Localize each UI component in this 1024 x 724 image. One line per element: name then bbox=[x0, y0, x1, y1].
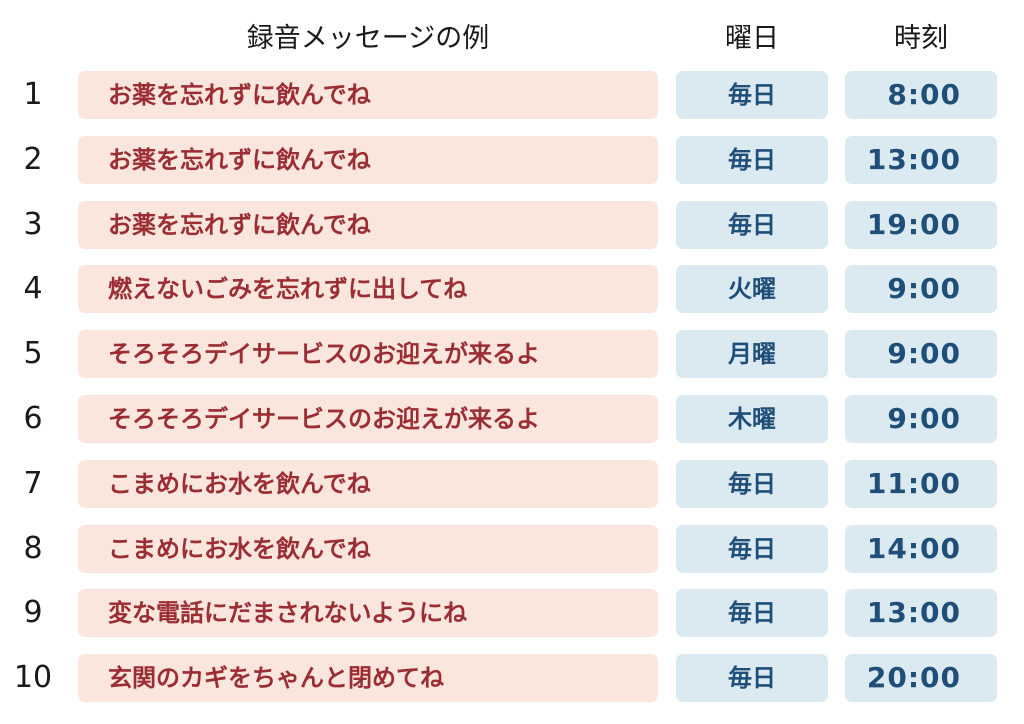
message-text: 燃えないごみを忘れずに出してね bbox=[108, 275, 468, 304]
message-text: お薬を忘れずに飲んでね bbox=[108, 81, 371, 109]
row-number: 10 bbox=[13, 660, 53, 696]
day-cell: 毎日 bbox=[676, 71, 828, 119]
message-cell: 玄関のカギをちゃんと閉めてね bbox=[78, 654, 658, 703]
message-cell: こまめにお水を飲んでね bbox=[78, 524, 658, 573]
row-number: 5 bbox=[23, 336, 43, 372]
day-cell: 毎日 bbox=[676, 589, 828, 638]
time-text: 19:00 bbox=[866, 207, 961, 241]
message-cell: 燃えないごみを忘れずに出してね bbox=[78, 265, 658, 314]
row-number: 9 bbox=[23, 595, 43, 631]
day-cell: 毎日 bbox=[676, 200, 828, 249]
time-cell: 19:00 bbox=[845, 200, 997, 249]
message-text: 玄関のカギをちゃんと閉めてね bbox=[108, 664, 444, 693]
row-number: 1 bbox=[23, 77, 43, 112]
message-text: お薬を忘れずに飲んでね bbox=[108, 210, 371, 239]
message-text: こまめにお水を飲んでね bbox=[108, 534, 371, 563]
message-cell: こまめにお水を飲んでね bbox=[78, 459, 658, 508]
time-cell: 8:00 bbox=[845, 71, 997, 119]
row-number: 8 bbox=[23, 530, 43, 566]
table-row: 9 変な電話にだまされないようにね 毎日 13:00 bbox=[0, 589, 1024, 638]
time-cell: 14:00 bbox=[845, 524, 997, 573]
time-text: 9:00 bbox=[887, 272, 961, 306]
time-cell: 9:00 bbox=[845, 330, 997, 379]
day-cell: 木曜 bbox=[676, 394, 828, 443]
time-text: 14:00 bbox=[866, 531, 961, 565]
time-text: 8:00 bbox=[887, 78, 961, 111]
day-cell: 毎日 bbox=[676, 459, 828, 508]
column-header-day: 曜日 bbox=[725, 23, 779, 54]
message-cell: お薬を忘れずに飲んでね bbox=[78, 200, 658, 249]
message-text: 変な電話にだまされないようにね bbox=[108, 599, 468, 628]
time-cell: 9:00 bbox=[845, 265, 997, 314]
day-cell: 火曜 bbox=[676, 265, 828, 314]
time-text: 20:00 bbox=[866, 661, 961, 695]
time-text: 11:00 bbox=[866, 466, 961, 500]
message-cell: お薬を忘れずに飲んでね bbox=[78, 71, 658, 119]
table-row: 8 こまめにお水を飲んでね 毎日 14:00 bbox=[0, 524, 1024, 573]
time-text: 13:00 bbox=[866, 142, 961, 176]
message-text: お薬を忘れずに飲んでね bbox=[108, 145, 371, 174]
table-row: 4 燃えないごみを忘れずに出してね 火曜 9:00 bbox=[0, 265, 1024, 314]
time-cell: 11:00 bbox=[845, 459, 997, 508]
table-row: 3 お薬を忘れずに飲んでね 毎日 19:00 bbox=[0, 200, 1024, 249]
row-number: 7 bbox=[23, 465, 43, 501]
time-text: 9:00 bbox=[887, 401, 961, 435]
time-cell: 13:00 bbox=[845, 135, 997, 184]
day-cell: 月曜 bbox=[676, 330, 828, 379]
day-cell: 毎日 bbox=[676, 135, 828, 184]
day-cell: 毎日 bbox=[676, 654, 828, 703]
table-header: 録音メッセージの例 曜日 時刻 bbox=[0, 0, 1024, 66]
message-text: そろそろデイサービスのお迎えが来るよ bbox=[108, 340, 540, 369]
row-number: 3 bbox=[23, 206, 43, 242]
row-number: 6 bbox=[23, 400, 43, 436]
time-cell: 20:00 bbox=[845, 654, 997, 703]
table-row: 1 お薬を忘れずに飲んでね 毎日 8:00 bbox=[0, 71, 1024, 119]
message-cell: 変な電話にだまされないようにね bbox=[78, 589, 658, 638]
row-number: 2 bbox=[23, 141, 43, 177]
table-row: 10 玄関のカギをちゃんと閉めてね 毎日 20:00 bbox=[0, 654, 1024, 703]
time-text: 13:00 bbox=[866, 596, 961, 630]
column-header-message: 録音メッセージの例 bbox=[246, 23, 490, 54]
day-cell: 毎日 bbox=[676, 524, 828, 573]
table-row: 2 お薬を忘れずに飲んでね 毎日 13:00 bbox=[0, 135, 1024, 184]
message-cell: お薬を忘れずに飲んでね bbox=[78, 135, 658, 184]
time-cell: 9:00 bbox=[845, 394, 997, 443]
table-row: 6 そろそろデイサービスのお迎えが来るよ 木曜 9:00 bbox=[0, 394, 1024, 443]
message-text: こまめにお水を飲んでね bbox=[108, 469, 371, 498]
message-cell: そろそろデイサービスのお迎えが来るよ bbox=[78, 330, 658, 379]
table-row: 7 こまめにお水を飲んでね 毎日 11:00 bbox=[0, 459, 1024, 508]
time-cell: 13:00 bbox=[845, 589, 997, 638]
message-list: 1 お薬を忘れずに飲んでね 毎日 8:00 2 お薬を忘れずに飲んでね 毎日 1… bbox=[0, 71, 1024, 719]
column-header-time: 時刻 bbox=[894, 23, 948, 54]
table-row: 5 そろそろデイサービスのお迎えが来るよ 月曜 9:00 bbox=[0, 330, 1024, 379]
row-number: 4 bbox=[23, 271, 43, 307]
message-text: そろそろデイサービスのお迎えが来るよ bbox=[108, 404, 540, 433]
message-cell: そろそろデイサービスのお迎えが来るよ bbox=[78, 394, 658, 443]
time-text: 9:00 bbox=[887, 337, 961, 371]
